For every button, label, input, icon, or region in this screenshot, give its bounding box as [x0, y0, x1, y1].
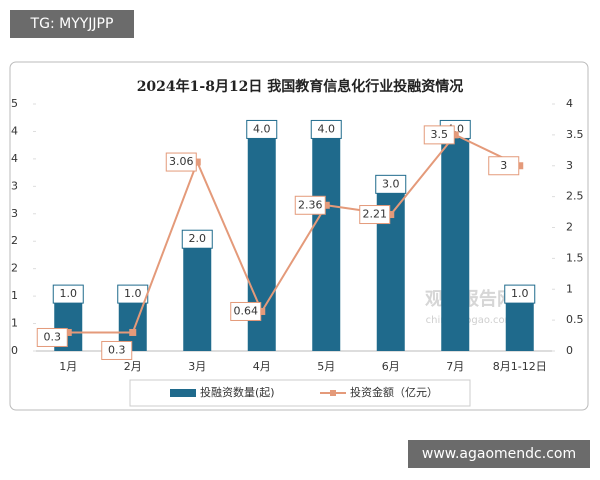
bar-label: 1.0 — [60, 287, 78, 300]
y2-tick-label: 1 — [566, 282, 573, 295]
bar-label-box — [246, 119, 278, 139]
bar-label-box — [117, 284, 149, 304]
line-marker — [451, 131, 459, 139]
site-overlay: www.agaomendc.com — [408, 440, 590, 468]
line-label-box — [423, 125, 455, 145]
chart-title: 2024年1-8月12日 我国教育信息化行业投融资情况 — [137, 78, 464, 95]
x-tick-label: 6月 — [382, 360, 400, 373]
x-tick-label: 5月 — [317, 360, 335, 373]
y-tick-label: 3 — [11, 179, 18, 192]
y2-tick-label: 3 — [566, 159, 573, 172]
bar — [505, 296, 534, 351]
bar — [312, 131, 341, 351]
line-label-box — [294, 195, 326, 215]
line-marker — [64, 328, 72, 336]
line-label-box — [36, 327, 68, 347]
line-marker — [129, 328, 137, 336]
legend-label: 投融资数量(起) — [200, 385, 275, 399]
x-tick-label: 3月 — [188, 360, 206, 373]
bar-label-box — [181, 229, 213, 249]
y-tick-label: 5 — [11, 97, 18, 110]
line-label-box — [359, 205, 391, 225]
y2-tick-label: 3.5 — [566, 128, 584, 141]
tag-overlay: TG: MYYJJPP — [10, 10, 134, 38]
line-marker — [193, 158, 201, 166]
line-label: 0.3 — [108, 343, 126, 356]
line-label: 3 — [500, 159, 507, 172]
x-tick-label: 8月1-12日 — [493, 360, 547, 373]
watermark: 观研报告网 — [425, 288, 515, 310]
y2-tick-label: 2 — [566, 221, 573, 234]
legend-label: 投资金额（亿元） — [350, 385, 438, 399]
line-label: 3.5 — [431, 128, 449, 141]
line-marker — [387, 211, 395, 219]
legend-frame — [129, 379, 471, 407]
line-marker — [516, 162, 524, 170]
line-label: 2.36 — [298, 198, 323, 211]
line-label-box — [488, 156, 520, 176]
bar-label: 3.0 — [382, 177, 400, 190]
x-tick-label: 2月 — [124, 360, 142, 373]
bar — [54, 296, 83, 351]
line — [68, 133, 521, 334]
y2-tick-label: 0.5 — [566, 313, 584, 326]
bar-label: 4.0 — [253, 122, 271, 135]
y-tick-label: 3 — [11, 207, 18, 220]
line-marker — [258, 307, 266, 315]
y-tick-label: 2 — [11, 262, 18, 275]
bar — [441, 131, 470, 351]
y-tick-label: 1 — [11, 317, 18, 330]
bar-label-box — [52, 284, 84, 304]
bar — [247, 131, 276, 351]
line-label: 3.06 — [169, 155, 194, 168]
bar-label-box — [439, 119, 471, 139]
bar — [183, 241, 212, 351]
y2-tick-label: 0 — [566, 344, 573, 357]
bar-label-box — [310, 119, 342, 139]
y-tick-label: 2 — [11, 234, 18, 247]
y2-tick-label: 4 — [566, 97, 573, 110]
y-tick-label: 0 — [11, 344, 18, 357]
bar — [118, 296, 147, 351]
bar-label: 1.0 — [124, 287, 142, 300]
x-tick-label: 7月 — [446, 360, 464, 373]
y-tick-label: 4 — [11, 124, 18, 137]
bar — [376, 186, 405, 351]
y2-tick-label: 2.5 — [566, 190, 584, 203]
x-tick-label: 4月 — [253, 360, 271, 373]
line-label-box — [230, 301, 262, 321]
bar-label-box — [375, 174, 407, 194]
y-tick-label: 4 — [11, 152, 18, 165]
bar-label: 4.0 — [318, 122, 336, 135]
watermark: chinabaogao.com — [426, 315, 515, 326]
line-label: 2.21 — [363, 208, 388, 221]
line-label: 0.64 — [234, 304, 259, 317]
legend-swatch — [170, 389, 196, 397]
line-label-box — [165, 152, 197, 172]
y-tick-label: 1 — [11, 289, 18, 302]
chart-frame — [9, 61, 589, 411]
line-label: 0.3 — [44, 330, 62, 343]
y2-tick-label: 1.5 — [566, 251, 584, 264]
bar-label-box — [504, 284, 536, 304]
bar-label: 1.0 — [511, 287, 529, 300]
line-label-box — [101, 340, 133, 360]
bar-label: 4.0 — [447, 122, 465, 135]
line-marker — [322, 201, 330, 209]
bar-label: 2.0 — [189, 232, 207, 245]
legend-swatch — [330, 390, 336, 396]
x-tick-label: 1月 — [59, 360, 77, 373]
